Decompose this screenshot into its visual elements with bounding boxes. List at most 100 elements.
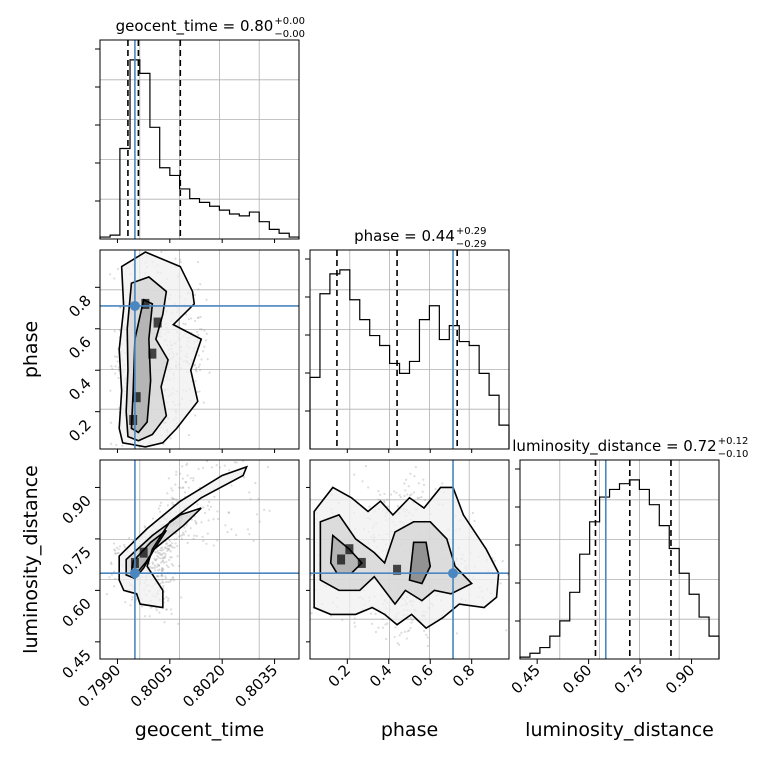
sample-point: [157, 244, 159, 246]
sample-point: [157, 230, 159, 232]
sample-point: [226, 531, 229, 534]
sample-point: [185, 524, 188, 527]
sample-point: [406, 630, 409, 633]
sample-point: [166, 549, 169, 553]
sample-point: [162, 584, 165, 588]
sample-point: [167, 580, 170, 584]
sample-point: [405, 637, 408, 640]
title-sup: +0.29: [456, 226, 487, 237]
sample-point: [218, 466, 222, 469]
sample-point: [266, 465, 270, 469]
x-tick-label-phase: 0.8: [449, 661, 479, 691]
sample-point: [161, 581, 164, 584]
y-tick-label-phase: 0.4: [65, 374, 95, 404]
sample-point: [98, 559, 100, 561]
sample-point: [156, 563, 159, 566]
sample-point: [224, 524, 227, 527]
sample-point: [118, 545, 121, 548]
sample-point: [164, 554, 167, 557]
sample-point: [174, 483, 177, 486]
sample-point: [117, 376, 120, 380]
sample-point: [115, 546, 119, 549]
sample-point: [194, 519, 197, 523]
sample-point: [177, 622, 180, 625]
sample-point: [170, 579, 173, 582]
title-sub: −0.00: [274, 29, 305, 40]
sample-point: [160, 573, 163, 577]
sample-point: [179, 260, 182, 264]
sample-point: [164, 576, 167, 580]
sample-point: [235, 461, 238, 464]
sample-point: [161, 557, 164, 560]
sample-point: [381, 626, 385, 629]
sample-point: [165, 547, 169, 550]
sample-point: [198, 363, 201, 366]
sample-point: [178, 486, 181, 489]
sample-point: [471, 511, 474, 515]
sample-point: [181, 465, 184, 468]
sample-point: [171, 542, 174, 545]
sample-point: [173, 538, 176, 541]
sample-point: [235, 533, 238, 537]
sample-point: [377, 498, 380, 501]
sample-point: [193, 534, 196, 537]
sample-point: [302, 628, 304, 630]
y-axis-label-luminosity_distance: luminosity_distance: [20, 465, 42, 654]
sample-point: [112, 542, 116, 545]
sample-point: [170, 487, 173, 490]
truth-marker: [129, 300, 140, 311]
sample-point: [169, 437, 172, 440]
sample-point: [341, 618, 344, 621]
sample-point: [113, 330, 116, 333]
sample-point: [212, 544, 215, 547]
sample-point: [291, 594, 293, 596]
sample-point: [154, 569, 157, 572]
x-axis-label-geocent_time: geocent_time: [135, 719, 264, 741]
hist-panel-geocent_time: geocent_time = 0.80 +0.00 −0.00: [95, 16, 305, 240]
x-tick-label-geocent_time: 0.8035: [232, 661, 282, 711]
sample-point: [194, 319, 197, 323]
sample-point: [167, 597, 170, 600]
sample-point: [353, 473, 356, 476]
sample-point: [159, 504, 162, 507]
sample-point: [167, 549, 171, 552]
sample-point: [129, 604, 132, 607]
sample-point: [197, 333, 200, 336]
title-sub: −0.10: [718, 449, 749, 460]
sample-point: [172, 579, 175, 582]
sample-point: [422, 478, 425, 481]
sample-point: [161, 567, 164, 570]
sample-point: [175, 498, 178, 501]
sample-point: [455, 632, 459, 635]
sample-point: [115, 444, 118, 447]
sample-point: [176, 555, 179, 558]
sample-point: [161, 546, 164, 549]
sample-point: [197, 354, 200, 357]
sample-point: [172, 576, 175, 579]
contour-line: [313, 486, 500, 630]
sample-point: [398, 494, 401, 497]
sample-point: [182, 486, 185, 489]
sample-point: [304, 593, 306, 595]
sample-point: [185, 313, 188, 316]
sample-point: [164, 546, 167, 549]
sample-point: [216, 539, 219, 542]
sample-point: [512, 570, 514, 572]
y-tick-label-luminosity_distance: 0.60: [58, 594, 94, 630]
sample-point: [149, 565, 152, 568]
title-sub: −0.29: [456, 239, 487, 250]
sample-point: [163, 556, 166, 559]
sample-point: [170, 612, 173, 615]
sample-point: [169, 608, 173, 611]
sample-point: [383, 492, 386, 495]
sample-point: [114, 355, 117, 358]
sample-point: [194, 368, 197, 372]
sample-point: [113, 548, 116, 551]
sample-point: [166, 504, 169, 507]
sample-point: [197, 316, 200, 319]
sample-point: [163, 621, 166, 624]
sample-point: [206, 532, 209, 535]
y-axis-label-phase: phase: [20, 321, 42, 378]
sample-point: [109, 421, 113, 424]
sample-point: [369, 612, 373, 615]
